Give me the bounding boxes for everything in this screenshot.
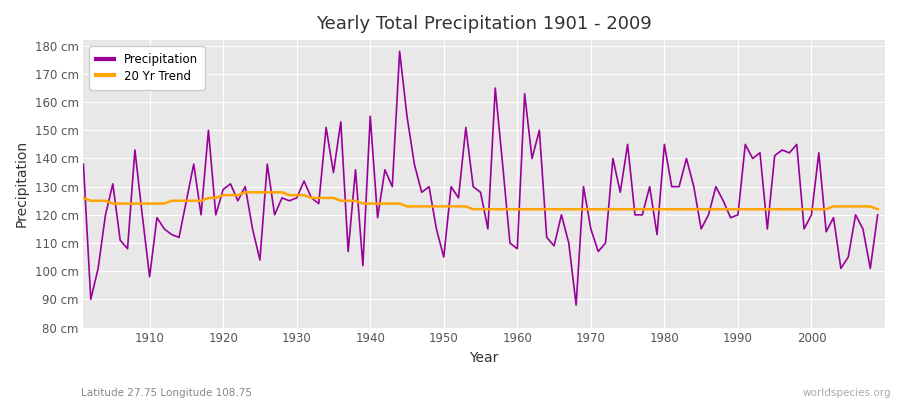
- Line: 20 Yr Trend: 20 Yr Trend: [84, 192, 878, 209]
- Y-axis label: Precipitation: Precipitation: [15, 140, 29, 228]
- Precipitation: [137, 212, 148, 217]
- Precipitation: [512, 246, 523, 251]
- Precipitation: [519, 91, 530, 96]
- 20 Yr Trend: [615, 207, 626, 212]
- X-axis label: Year: Year: [470, 351, 499, 365]
- Precipitation: [615, 190, 626, 195]
- 20 Yr Trend: [78, 196, 89, 200]
- Precipitation: [343, 249, 354, 254]
- 20 Yr Trend: [526, 207, 537, 212]
- 20 Yr Trend: [468, 207, 479, 212]
- Precipitation: [78, 162, 89, 166]
- Legend: Precipitation, 20 Yr Trend: Precipitation, 20 Yr Trend: [89, 46, 205, 90]
- 20 Yr Trend: [519, 207, 530, 212]
- Precipitation: [571, 303, 581, 308]
- 20 Yr Trend: [350, 198, 361, 203]
- Line: Precipitation: Precipitation: [84, 51, 878, 305]
- 20 Yr Trend: [239, 190, 250, 195]
- Text: worldspecies.org: worldspecies.org: [803, 388, 891, 398]
- Precipitation: [872, 212, 883, 217]
- 20 Yr Trend: [306, 196, 317, 200]
- Precipitation: [299, 179, 310, 184]
- 20 Yr Trend: [872, 207, 883, 212]
- 20 Yr Trend: [137, 201, 148, 206]
- Text: Latitude 27.75 Longitude 108.75: Latitude 27.75 Longitude 108.75: [81, 388, 252, 398]
- Precipitation: [394, 49, 405, 54]
- Title: Yearly Total Precipitation 1901 - 2009: Yearly Total Precipitation 1901 - 2009: [316, 15, 652, 33]
